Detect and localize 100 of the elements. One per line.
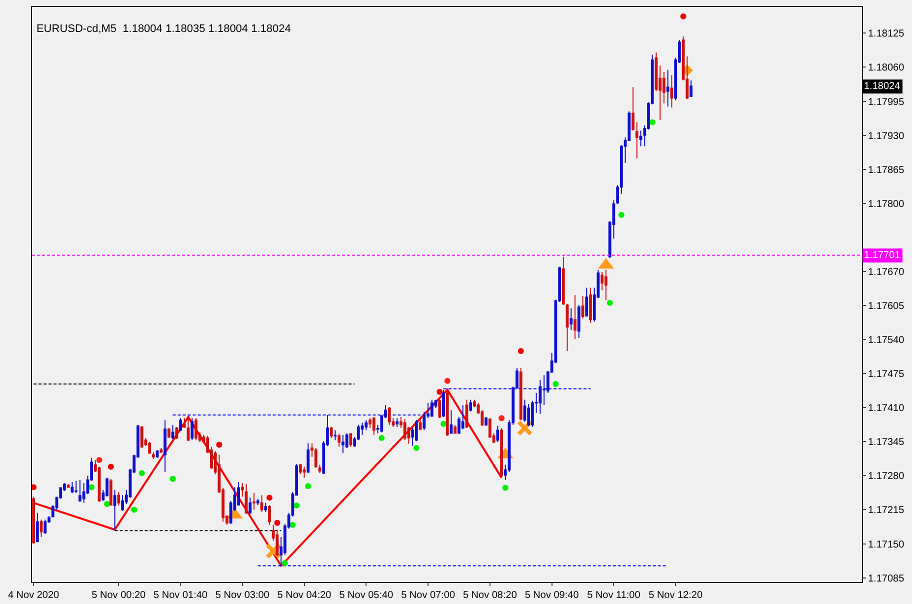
candlestick (338, 433, 341, 448)
y-tick-label: 1.18125 (868, 28, 905, 40)
candlestick (438, 398, 442, 419)
x-tick-label: 5 Nov 07:00 (401, 590, 456, 601)
point (378, 434, 385, 441)
candlestick (690, 80, 692, 98)
candlestick (268, 504, 271, 526)
candlestick (244, 484, 248, 514)
y-tick-label: 1.17345 (868, 437, 905, 448)
candlestick (496, 425, 500, 443)
candlestick (574, 294, 576, 340)
point (108, 464, 114, 470)
candlestick (589, 287, 592, 324)
point (649, 119, 656, 126)
candlestick (152, 452, 155, 460)
x-tick-label: 5 Nov 05:40 (339, 590, 394, 601)
candlestick (570, 308, 573, 331)
candlestick (442, 389, 445, 418)
candlestick (465, 399, 468, 429)
candlestick (240, 482, 244, 498)
y-tick-label: 1.17930 (868, 130, 905, 142)
candlestick (106, 477, 108, 498)
point (606, 300, 613, 306)
candlestick (276, 529, 279, 556)
candlestick (171, 424, 174, 440)
candlestick (117, 491, 120, 506)
annotation: 1.18024 (864, 81, 901, 92)
x-tick-label: 5 Nov 01:40 (154, 590, 208, 601)
candlestick (140, 425, 144, 448)
candlestick (318, 464, 322, 474)
candlestick (70, 481, 74, 494)
point (131, 506, 138, 513)
candlestick (186, 415, 190, 442)
candlestick (264, 502, 268, 512)
candlestick (454, 424, 457, 434)
candlestick (364, 420, 368, 431)
x-tick-label: 5 Nov 11:00 (587, 590, 641, 601)
candlestick (632, 86, 634, 132)
x-tick-label: 5 Nov 04:20 (277, 590, 332, 601)
point (518, 348, 524, 354)
candlestick (306, 442, 310, 474)
candlestick (314, 447, 318, 468)
candlestick (160, 447, 163, 454)
candlestick (450, 410, 453, 434)
candlestick (164, 420, 166, 473)
candlestick (666, 69, 670, 107)
y-tick-label: 1.17475 (868, 369, 905, 380)
y-tick-label: 1.17670 (868, 266, 905, 278)
candlestick (66, 484, 70, 488)
candlestick (334, 430, 337, 441)
candlestick (248, 497, 252, 514)
candlestick (562, 256, 565, 306)
candlestick (415, 420, 418, 442)
candlestick (670, 74, 674, 108)
y-tick-label: 1.17540 (868, 335, 905, 346)
candlestick (156, 450, 159, 458)
point (436, 388, 443, 395)
point (138, 470, 145, 476)
candlestick (635, 122, 638, 159)
candlestick (484, 416, 488, 426)
candlestick (330, 426, 333, 438)
point (502, 484, 508, 491)
candlestick (418, 420, 422, 431)
candlestick (113, 489, 116, 530)
candlestick (604, 269, 608, 301)
candlestick (148, 442, 152, 454)
point (266, 494, 272, 501)
candlestick (538, 379, 542, 414)
candlestick (32, 496, 35, 544)
point (274, 520, 280, 526)
y-tick-label: 1.18060 (868, 62, 905, 74)
candlestick (519, 367, 522, 421)
y-tick-label: 1.17605 (868, 301, 905, 312)
candlestick (523, 399, 526, 422)
candlestick (36, 512, 39, 542)
candlestick (585, 287, 588, 317)
candlestick (403, 418, 406, 441)
candlestick (566, 303, 569, 352)
point (413, 444, 420, 451)
candlestick (388, 406, 391, 426)
y-tick-label: 1.17995 (868, 96, 905, 108)
text: EURUSD-cd,M5 1.18004 1.18035 1.18004 1.18024 (36, 22, 291, 35)
candlestick (182, 418, 186, 429)
candlestick (260, 494, 264, 512)
line-series (32, 388, 503, 567)
y-tick-label: 1.17865 (868, 164, 905, 176)
candlestick (256, 498, 260, 506)
candlestick (74, 480, 78, 494)
candlestick (252, 492, 256, 510)
x-tick-label: 5 Nov 12:20 (648, 590, 703, 601)
candlestick (527, 403, 530, 426)
candlestick (396, 418, 399, 428)
point (282, 560, 288, 566)
y-tick-label: 1.17800 (868, 198, 905, 210)
x-tick-label: 5 Nov 03:00 (215, 590, 270, 601)
point (618, 212, 624, 218)
point (552, 381, 559, 388)
point (680, 13, 686, 20)
candlestick (302, 466, 306, 478)
point (216, 442, 222, 448)
